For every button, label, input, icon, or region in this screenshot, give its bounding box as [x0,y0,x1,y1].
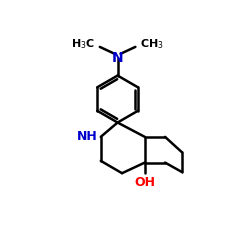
Text: NH: NH [76,130,97,143]
Text: CH$_3$: CH$_3$ [140,37,164,51]
Text: N: N [112,51,124,65]
Text: H$_3$C: H$_3$C [71,37,95,51]
Text: OH: OH [134,176,155,190]
